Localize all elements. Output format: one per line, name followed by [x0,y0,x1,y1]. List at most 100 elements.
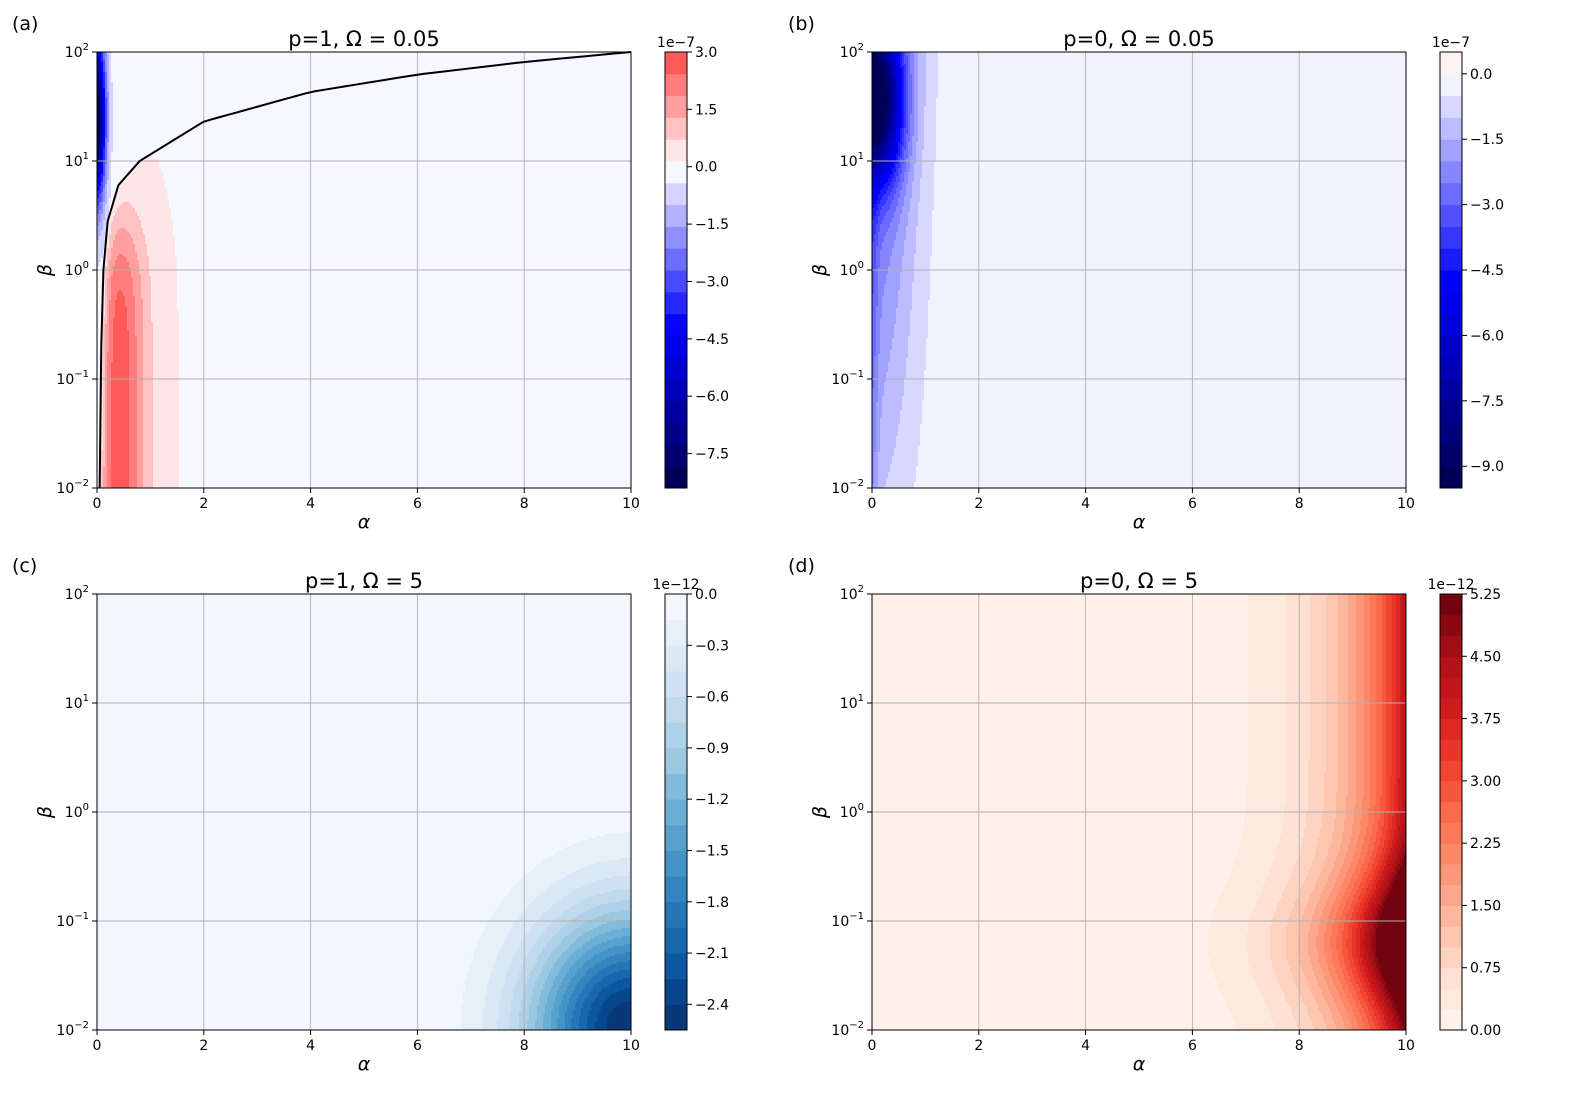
panel-label: (a) [12,13,38,35]
colorbar-level [665,95,687,118]
y-tick-label: 10−1 [831,911,864,930]
y-tick-label: 10−2 [831,478,864,497]
colorbar-level [665,357,687,380]
colorbar-level [665,927,687,954]
colorbar-tick-label: 2.25 [1470,836,1501,852]
colorbar-level [665,901,687,928]
y-axis-label: β [809,264,831,277]
chart-title: p=1, Ω = 0.05 [288,27,439,51]
colorbar-tick-label: −0.9 [695,741,729,757]
colorbar-level [665,696,687,723]
y-tick-label: 100 [65,802,89,821]
x-tick-label: 8 [1295,496,1304,512]
colorbar-tick-label: −3.0 [695,274,729,290]
colorbar-level [1440,718,1462,740]
colorbar-level [1440,739,1462,761]
zero-contour-line [98,51,632,489]
colorbar-tick-label: −7.5 [695,447,729,463]
colorbar-level [665,422,687,445]
x-tick-label: 4 [1081,1038,1090,1054]
x-tick-label: 2 [974,496,983,512]
colorbar-level [1440,52,1462,75]
x-tick-label: 0 [868,496,877,512]
colorbar-level [1440,357,1462,380]
colorbar-level [1440,843,1462,865]
colorbar-level [1440,248,1462,271]
colorbar-level [665,270,687,293]
x-axis-label: α [1133,1053,1146,1075]
colorbar-level [665,850,687,877]
colorbar-level [1440,822,1462,844]
x-tick-label: 8 [520,1038,529,1054]
y-tick-label: 101 [65,693,89,712]
y-tick-label: 10−2 [831,1020,864,1039]
colorbar-level [1440,270,1462,293]
colorbar: 0.0 −0.3 −0.6 −0.9 −1.2 −1.5 −1.8 −2.1 −2.4 1e−12 [652,577,729,1031]
x-tick-label: 2 [199,496,208,512]
y-tick-label: 102 [840,42,864,61]
colorbar-level [665,204,687,227]
heatmap-field [97,594,631,1030]
heatmap-field [872,594,1406,1030]
x-tick-label: 8 [520,496,529,512]
colorbar-level [665,73,687,97]
colorbar-tick-label: −7.5 [1470,394,1504,410]
colorbar-level [1440,863,1462,886]
y-tick-label: 10−2 [56,1020,89,1039]
colorbar-level [1440,379,1462,402]
colorbar-level [665,335,687,358]
panel-0: (a) 0 2 4 6 8 10 10−2 10−1 100 101 102 α β p=1, Ω = 0.… [12,13,729,533]
y-axis-label: β [809,806,831,819]
x-tick-label: 6 [413,496,422,512]
colorbar-level [1440,291,1462,315]
x-axis-label: α [358,1053,371,1075]
x-tick-label: 2 [974,1038,983,1054]
colorbar-level [1440,884,1462,906]
y-tick-label: 100 [65,260,89,279]
colorbar-level [1440,139,1462,162]
panel-2: (c) 0 2 4 6 8 10 10−2 10−1 100 101 102 α β p=1, Ω = 5 0… [12,555,729,1075]
x-tick-label: 10 [622,1038,640,1054]
colorbar-level [1440,95,1462,118]
x-tick-label: 10 [1397,496,1415,512]
colorbar-level [1440,117,1462,140]
y-tick-label: 10−1 [56,369,89,388]
colorbar-level [1440,161,1462,184]
colorbar-level [665,978,687,1005]
colorbar-tick-label: −1.5 [695,217,729,233]
colorbar-level [665,161,687,184]
colorbar-level [665,747,687,775]
colorbar-level [1440,926,1462,948]
colorbar-level [1440,422,1462,445]
y-tick-label: 102 [65,42,89,61]
y-axis-label: β [34,806,56,819]
colorbar-tick-label: −6.0 [695,389,729,405]
panel-label: (b) [788,13,815,35]
colorbar-level [1440,313,1462,336]
colorbar-level [1440,635,1462,657]
colorbar-level [665,226,687,249]
colorbar-level [1440,905,1462,927]
colorbar-multiplier: 1e−7 [1432,35,1470,51]
colorbar-level [665,400,687,424]
x-tick-label: 0 [93,496,102,512]
colorbar-level [1440,400,1462,424]
colorbar-level [1440,801,1462,823]
colorbar-level [665,182,687,206]
colorbar-level [1440,780,1462,803]
colorbar-tick-label: −4.5 [695,332,729,348]
y-tick-label: 101 [65,151,89,170]
colorbar-multiplier: 1e−7 [657,35,695,51]
colorbar-tick-label: 0.75 [1470,961,1501,977]
colorbar-tick-label: 3.75 [1470,712,1501,728]
x-tick-label: 4 [1081,496,1090,512]
y-tick-label: 101 [840,693,864,712]
x-tick-label: 0 [93,1038,102,1054]
x-axis-label: α [358,511,371,533]
colorbar-level [665,1004,687,1031]
colorbar-level [1440,967,1462,989]
colorbar-level [1440,988,1462,1010]
colorbar: 0.0 −1.5 −3.0 −4.5 −6.0 −7.5 −9.0 1e−7 [1432,35,1504,489]
colorbar-level [665,52,687,75]
